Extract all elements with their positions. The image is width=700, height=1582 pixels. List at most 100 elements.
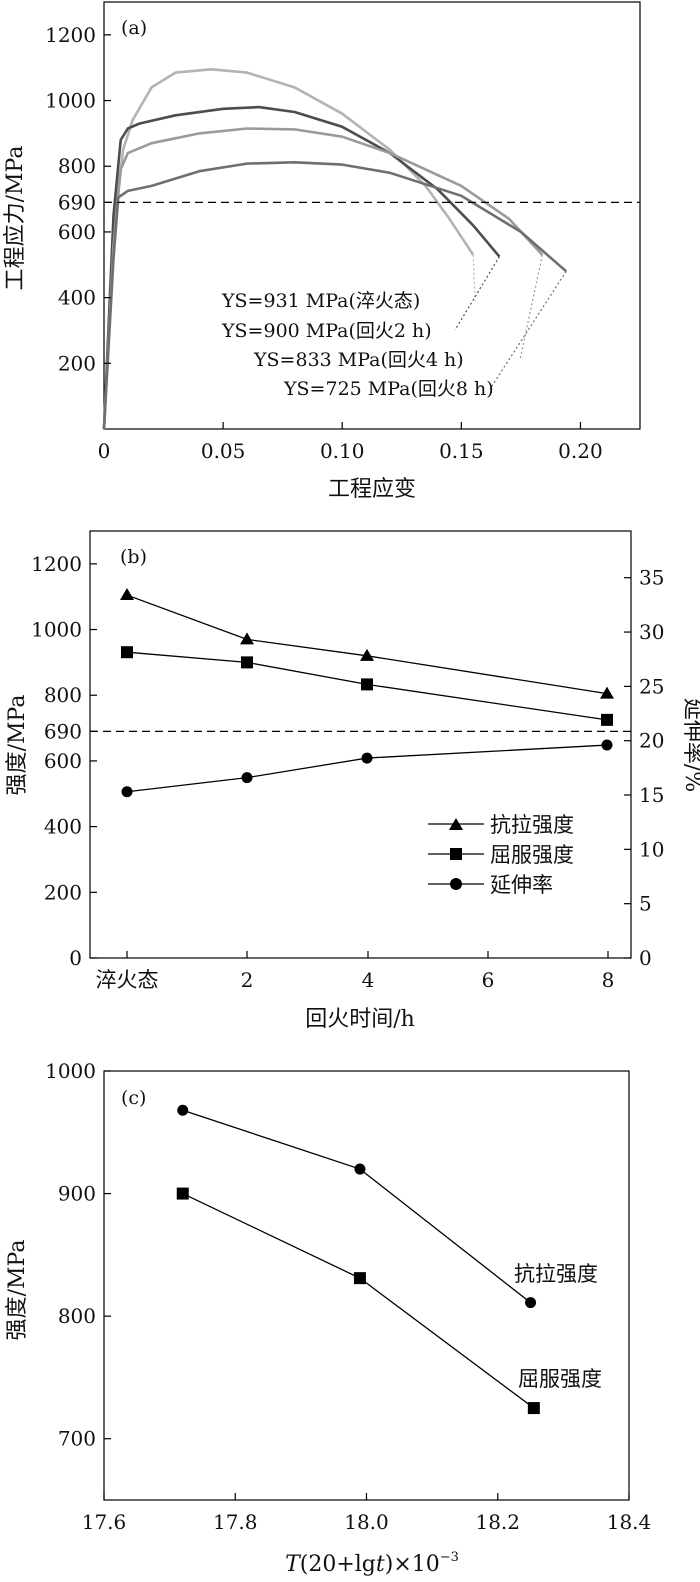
panel-c: (c) 17.6 17.8 18.0 18.2 18.4 700 800 900 1000 抗… bbox=[5, 1059, 651, 1577]
panel-c-label-tensile: 抗拉强度 bbox=[514, 1262, 598, 1286]
x-tick-label: 18.0 bbox=[344, 1510, 389, 1534]
y-tick-label: 200 bbox=[44, 880, 82, 904]
y-tick-label: 690 bbox=[58, 190, 96, 214]
stress-strain-curve-2 bbox=[102, 127, 544, 430]
data-point-circle bbox=[241, 772, 253, 784]
x-tick-label: 0 bbox=[98, 439, 111, 463]
annotation-ys-2h: YS=900 MPa(回火2 h) bbox=[221, 320, 432, 342]
data-point-triangle bbox=[240, 632, 254, 645]
data-point-circle bbox=[525, 1297, 537, 1309]
y-tick-label: 400 bbox=[44, 815, 82, 839]
y-tick-label: 900 bbox=[58, 1182, 96, 1206]
annotation-ys-8h: YS=725 MPa(回火8 h) bbox=[283, 378, 494, 400]
x-tick-label: 8 bbox=[602, 968, 615, 992]
x-label-end: )×10 bbox=[385, 1552, 440, 1577]
data-point-circle bbox=[361, 752, 373, 764]
annotation-ys-quenched: YS=931 MPa(淬火态) bbox=[221, 290, 420, 312]
data-point-circle bbox=[354, 1163, 366, 1175]
x-tick-label: 17.6 bbox=[82, 1510, 127, 1534]
x-label-t: t bbox=[376, 1552, 385, 1577]
panel-a-label: (a) bbox=[121, 17, 147, 39]
data-point-square bbox=[121, 646, 133, 659]
panel-b-y-axis-label: 强度/MPa bbox=[5, 695, 30, 796]
panel-b-x-ticks: 淬火态 2 4 6 8 bbox=[96, 951, 615, 992]
x-tick-label: 2 bbox=[241, 968, 254, 992]
panel-c-y-axis-label: 强度/MPa bbox=[5, 1240, 30, 1341]
y-tick-label: 700 bbox=[58, 1427, 96, 1451]
panel-a-leader-lines bbox=[454, 254, 567, 390]
panel-a: (a) 0 0.05 0.10 0.15 0.20 200 400 600 690 800 100… bbox=[3, 1, 641, 502]
panel-a-y-axis-label: 工程应力/MPa bbox=[3, 146, 28, 291]
legend-circle-icon bbox=[450, 878, 462, 890]
y2-tick-label: 30 bbox=[639, 620, 664, 644]
panel-c-series bbox=[176, 1104, 540, 1415]
data-point-circle bbox=[121, 786, 133, 798]
panel-c-x-ticks: 17.6 17.8 18.0 18.2 18.4 bbox=[82, 1493, 652, 1534]
legend-label-elongation: 延伸率 bbox=[490, 873, 553, 897]
y2-tick-label: 25 bbox=[639, 674, 664, 698]
x-label-mid: (20+lg bbox=[300, 1552, 376, 1577]
y-tick-label: 600 bbox=[44, 749, 82, 773]
panel-b-y-ticks: 0 200 400 600 690 800 1000 1200 bbox=[31, 552, 97, 970]
x-tick-label: 0.10 bbox=[320, 439, 365, 463]
panel-a-x-ticks: 0 0.05 0.10 0.15 0.20 bbox=[98, 422, 603, 463]
panel-b-series bbox=[120, 588, 614, 798]
annotation-ys-4h: YS=833 MPa(回火4 h) bbox=[253, 349, 464, 371]
data-point-circle bbox=[177, 1104, 189, 1116]
panel-a-y-ticks: 200 400 600 690 800 1000 1200 bbox=[45, 23, 111, 375]
series-line-square bbox=[126, 651, 608, 721]
panel-c-label: (c) bbox=[121, 1087, 146, 1109]
data-point-square bbox=[176, 1187, 189, 1200]
panel-a-x-axis-label: 工程应变 bbox=[328, 477, 416, 502]
series-line-square bbox=[182, 1192, 535, 1409]
x-tick-label: 4 bbox=[362, 968, 375, 992]
x-tick-label: 17.8 bbox=[213, 1510, 258, 1534]
y2-tick-label: 15 bbox=[639, 783, 664, 807]
x-tick-label: 淬火态 bbox=[96, 968, 159, 992]
stress-strain-curve-1 bbox=[102, 105, 501, 430]
x-tick-label: 18.2 bbox=[475, 1510, 520, 1534]
data-point-square bbox=[361, 678, 373, 691]
stress-strain-curve-0 bbox=[102, 68, 475, 430]
data-point-triangle bbox=[360, 648, 374, 661]
data-point-circle bbox=[601, 739, 613, 751]
panel-b-label: (b) bbox=[120, 546, 147, 568]
panel-b-x-axis-label: 回火时间/h bbox=[305, 1007, 415, 1032]
y2-tick-label: 5 bbox=[639, 892, 652, 916]
y-tick-label: 200 bbox=[58, 351, 96, 375]
legend-label-tensile: 抗拉强度 bbox=[490, 813, 574, 837]
data-point-square bbox=[353, 1272, 366, 1285]
panel-c-y-ticks: 700 800 900 1000 bbox=[45, 1059, 111, 1451]
y2-tick-label: 10 bbox=[639, 837, 664, 861]
legend-triangle-icon bbox=[449, 818, 463, 830]
x-tick-label: 0.20 bbox=[558, 439, 603, 463]
y2-tick-label: 35 bbox=[639, 566, 664, 590]
panel-c-x-axis-label: T(20+lgt)×10−3 bbox=[285, 1550, 459, 1577]
data-point-triangle bbox=[120, 588, 134, 601]
stress-strain-curve-3 bbox=[102, 161, 568, 430]
y-tick-label: 1200 bbox=[31, 552, 82, 576]
y-tick-label: 1200 bbox=[45, 23, 96, 47]
panel-b-y2-ticks: 0 5 10 15 20 25 30 35 bbox=[624, 566, 664, 970]
y-tick-label: 800 bbox=[58, 154, 96, 178]
y2-tick-label: 0 bbox=[639, 946, 652, 970]
panel-b-legend: 抗拉强度 屈服强度 延伸率 bbox=[428, 813, 574, 897]
y-tick-label: 1000 bbox=[31, 618, 82, 642]
leader-line-3 bbox=[489, 271, 567, 390]
data-point-triangle bbox=[600, 686, 614, 699]
series-line-circle bbox=[126, 744, 608, 793]
panel-b-frame bbox=[89, 530, 632, 959]
y-tick-label: 400 bbox=[58, 286, 96, 310]
x-label-superscript: −3 bbox=[440, 1550, 459, 1565]
y-tick-label: 800 bbox=[58, 1304, 96, 1328]
data-point-square bbox=[601, 713, 613, 726]
y-tick-label: 0 bbox=[69, 946, 82, 970]
panel-b-y2-axis-label: 延伸率/% bbox=[680, 698, 700, 792]
legend-label-yield: 屈服强度 bbox=[490, 843, 574, 867]
panel-a-frame bbox=[103, 1, 641, 430]
y-tick-label: 1000 bbox=[45, 1059, 96, 1083]
series-line-triangle bbox=[126, 594, 608, 695]
x-tick-label: 18.4 bbox=[607, 1510, 652, 1534]
data-point-square bbox=[527, 1402, 540, 1415]
